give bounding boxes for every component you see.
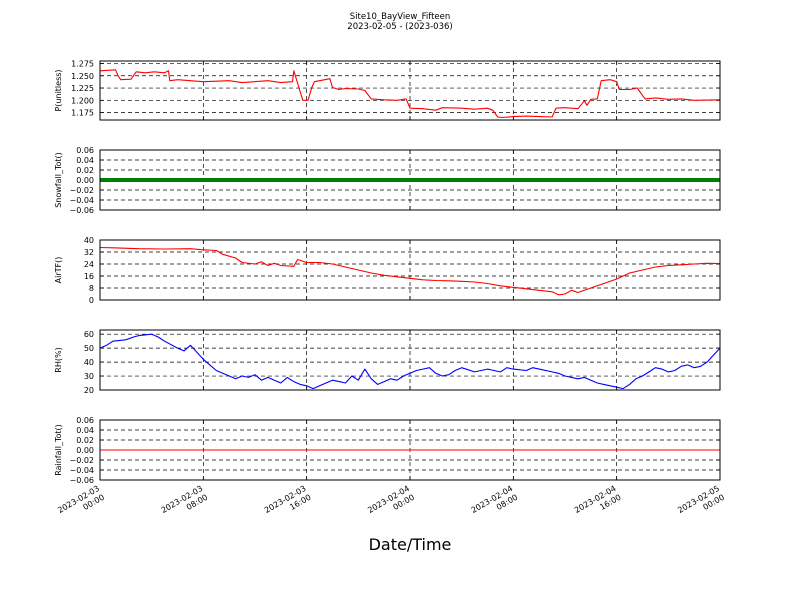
y-tick-label: 0.06 xyxy=(76,416,94,425)
y-tick-label: 0.04 xyxy=(76,426,94,435)
panel-frame xyxy=(99,60,721,121)
panel-2: 0 8 16 24 32 40 AirTF() xyxy=(54,236,721,305)
panel-frame xyxy=(99,329,721,391)
y-tick-label: 0.04 xyxy=(76,156,94,165)
y-tick-label: 1.250 xyxy=(71,72,94,81)
y-tick-label: −0.06 xyxy=(69,206,94,215)
chart-title: Site10_BayView_Fifteen xyxy=(350,12,451,22)
y-tick-label: 1.200 xyxy=(71,96,94,105)
y-tick-label: −0.02 xyxy=(69,456,94,465)
series-line xyxy=(99,69,721,119)
y-tick-label: 0.02 xyxy=(76,166,94,175)
y-tick-label: 16 xyxy=(84,272,94,281)
x-tick-label: 2023-02-0408:00 xyxy=(470,484,520,524)
series-line xyxy=(99,246,721,296)
x-tick-label: 2023-02-0416:00 xyxy=(573,484,623,524)
x-axis-ticks: 2023-02-0300:00 2023-02-0308:00 2023-02-03… xyxy=(56,484,726,524)
x-tick-label: 2023-02-0316:00 xyxy=(263,484,313,524)
y-tick-label: 0.00 xyxy=(76,176,94,185)
x-tick-label: 2023-02-0500:00 xyxy=(676,484,726,524)
y-tick-label: 0.06 xyxy=(76,146,94,155)
y-tick-label: 20 xyxy=(84,386,94,395)
chart-subtitle: 2023-02-05 - (2023-036) xyxy=(347,22,452,32)
y-tick-label: 60 xyxy=(84,330,94,339)
x-tick-label: 2023-02-0308:00 xyxy=(160,484,210,524)
y-tick-label: 50 xyxy=(84,344,94,353)
panel-1: −0.06−0.04−0.020.000.020.040.06 Snowfall_… xyxy=(54,146,721,215)
panel-3: 20 30 40 50 60 RH(%) xyxy=(54,329,721,395)
y-tick-label: 40 xyxy=(84,236,94,245)
panel-4: −0.06−0.04−0.020.000.020.040.06 Rainfall_… xyxy=(54,416,721,485)
y-tick-label: −0.02 xyxy=(69,186,94,195)
y-axis-label: RH(%) xyxy=(54,347,63,372)
panel-frame xyxy=(99,419,721,481)
series-line xyxy=(99,333,721,390)
y-axis-label: AirTF() xyxy=(54,257,63,284)
y-tick-label: 30 xyxy=(84,372,94,381)
panel-0: 1.175 1.200 1.225 1.250 1.275 P(unitless) xyxy=(54,59,721,121)
y-tick-label: 24 xyxy=(84,260,94,269)
y-tick-label: 8 xyxy=(89,284,94,293)
y-tick-label: 1.225 xyxy=(71,84,94,93)
x-tick-label: 2023-02-0300:00 xyxy=(56,484,106,524)
y-tick-label: 40 xyxy=(84,358,94,367)
y-tick-label: 0.00 xyxy=(76,446,94,455)
y-axis-label: P(unitless) xyxy=(54,69,63,111)
panels: 1.175 1.200 1.225 1.250 1.275 P(unitless) −0.0… xyxy=(54,59,721,485)
y-tick-label: 0 xyxy=(89,296,94,305)
y-tick-label: 32 xyxy=(84,248,94,257)
panel-frame xyxy=(99,149,721,211)
x-axis-label: Date/Time xyxy=(369,535,452,554)
panel-frame xyxy=(99,239,721,301)
x-tick-label: 2023-02-0400:00 xyxy=(366,484,416,524)
y-tick-label: 1.175 xyxy=(71,109,94,118)
y-tick-label: 0.02 xyxy=(76,436,94,445)
y-tick-label: −0.04 xyxy=(69,196,94,205)
y-tick-label: −0.06 xyxy=(69,476,94,485)
y-tick-label: −0.04 xyxy=(69,466,94,475)
y-tick-label: 1.275 xyxy=(71,59,94,68)
y-axis-label: Snowfall_Tot() xyxy=(54,152,63,208)
y-axis-label: Rainfall_Tot() xyxy=(54,424,63,476)
